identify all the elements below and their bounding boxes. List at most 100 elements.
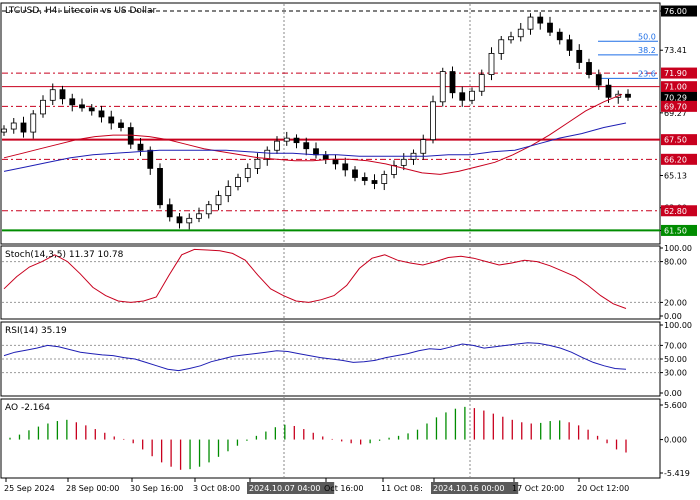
candle-body-37 [361,177,368,181]
x-tick-label-5: Oct 16:00 [324,484,363,493]
candle-body-61 [595,74,602,86]
rsi-y-tick-label-3: 30.00 [664,369,687,378]
candle-body-4 [40,99,46,115]
x-tick-label-6: 11 Oct 08: [381,484,423,493]
ao-panel-border [0,398,661,479]
level-badge-label-1: 71.90 [664,69,687,78]
candle-body-51 [498,39,505,54]
candle-body-39 [381,174,388,184]
ao-y-tick-label-2: -5.419 [664,469,690,478]
candle-body-41 [400,158,407,166]
candle-body-36 [352,169,358,178]
candle-body-48 [469,90,475,101]
x-tick-highlight-4 [247,482,335,494]
stochastic-indicator [2,248,660,309]
stoch-y-tick-label-1: 80.00 [664,258,687,267]
moving-averages [3,93,627,175]
candle-body-32 [313,148,319,156]
candle-body-0 [1,128,7,133]
candle-body-8 [79,104,85,109]
candle-body-33 [322,154,329,160]
ao-y-tick-label-1: 0.000 [664,436,687,445]
candle-body-40 [391,164,397,175]
ao-y-tick-label-0: 5.600 [664,401,687,410]
rsi-y-tick-label-2: 50.00 [664,355,687,364]
level-badge-label-8: 61.50 [664,226,687,235]
candle-body-60 [586,62,592,75]
level-badge-label-7: 62.80 [664,207,687,216]
x-tick-label-1: 28 Sep 00:00 [66,484,119,493]
fib-label-0: 50.0 [638,32,656,41]
candle-body-31 [303,142,310,150]
x-tick-highlight-7 [431,482,519,494]
stoch-y-tick-label-3: 0.00 [664,312,682,321]
awesome-oscillator [9,406,627,470]
candle-body-11 [108,116,115,124]
candle-body-47 [459,92,466,101]
price-levels [2,10,660,232]
level-badge-1 [661,67,697,79]
price-chart-title: LTCUSD, H4: Litecoin vs US Dollar [5,6,156,16]
candle-body-14 [137,143,144,151]
candle-body-3 [30,113,37,133]
rsi-y-tick-label-1: 70.00 [664,341,687,350]
level-badge-label-4: 69.70 [664,102,687,111]
x-tick-label-3: 3 Oct 08:00 [193,484,240,493]
candle-body-58 [566,39,573,51]
candle-body-20 [196,213,202,219]
x-tick-label-4: 2024.10.07 04:00 [249,484,320,493]
candle-body-34 [332,158,339,165]
price-y-tick-label-2: 69.27 [664,109,687,118]
candle-body-29 [283,137,290,142]
candle-body-15 [147,149,154,169]
x-tick-label-8: 17 Oct 20:00 [512,484,564,493]
level-badge-5 [661,134,697,146]
candle-body-21 [205,204,212,215]
candle-body-9 [88,107,95,112]
level-badge-0 [661,5,697,17]
candle-body-43 [420,139,427,154]
candle-body-18 [176,216,183,224]
candle-body-57 [556,31,563,41]
rsi-indicator [2,342,660,374]
level-badge-7 [661,205,697,217]
fib-label-1: 38.2 [638,46,656,55]
level-badge-label-5: 67.50 [664,136,687,145]
candle-body-22 [215,195,222,206]
level-badge-2 [661,81,697,93]
stoch-line [3,248,627,309]
candle-body-64 [625,93,631,98]
level-badge-label-0: 76.00 [664,7,687,16]
candle-body-54 [527,16,534,30]
x-tick-label-0: 25 Sep 2024 [4,484,55,493]
candle-body-16 [157,167,163,206]
candle-body-44 [430,101,436,141]
candle-body-13 [127,127,134,145]
candle-body-27 [264,149,271,160]
candle-body-59 [576,49,583,63]
candle-body-26 [254,158,261,169]
candle-body-19 [186,217,193,224]
ma-slow-line [3,122,627,172]
rsi-title: RSI(14) 35.19 [5,326,67,336]
candle-body-50 [488,52,495,75]
x-axis: 25 Sep 2024 28 Sep 00:00 30 Sep 16:00 3 Oct… [4,478,629,494]
candle-body-28 [274,140,280,151]
price-y-tick-label-3: 65.13 [664,172,687,181]
level-badge-label-2: 71.00 [664,83,687,92]
candle-body-30 [293,137,300,144]
stoch-y-tick-label-2: 20.00 [664,298,687,307]
candle-body-2 [20,122,27,133]
rsi-y-tick-label-4: 0.00 [664,389,682,398]
stoch-panel-border [0,245,661,320]
x-tick-label-2: 30 Sep 16:00 [130,484,183,493]
candle-body-56 [547,22,553,33]
level-badge-label-6: 66.20 [664,155,687,164]
fibonacci-levels: 50.0 38.2 23.6 [598,32,658,79]
price-panel-border [0,2,661,245]
level-badge-3 [661,91,697,103]
price-y-tick-label-1: 73.41 [664,46,687,55]
candle-body-1 [10,122,17,130]
